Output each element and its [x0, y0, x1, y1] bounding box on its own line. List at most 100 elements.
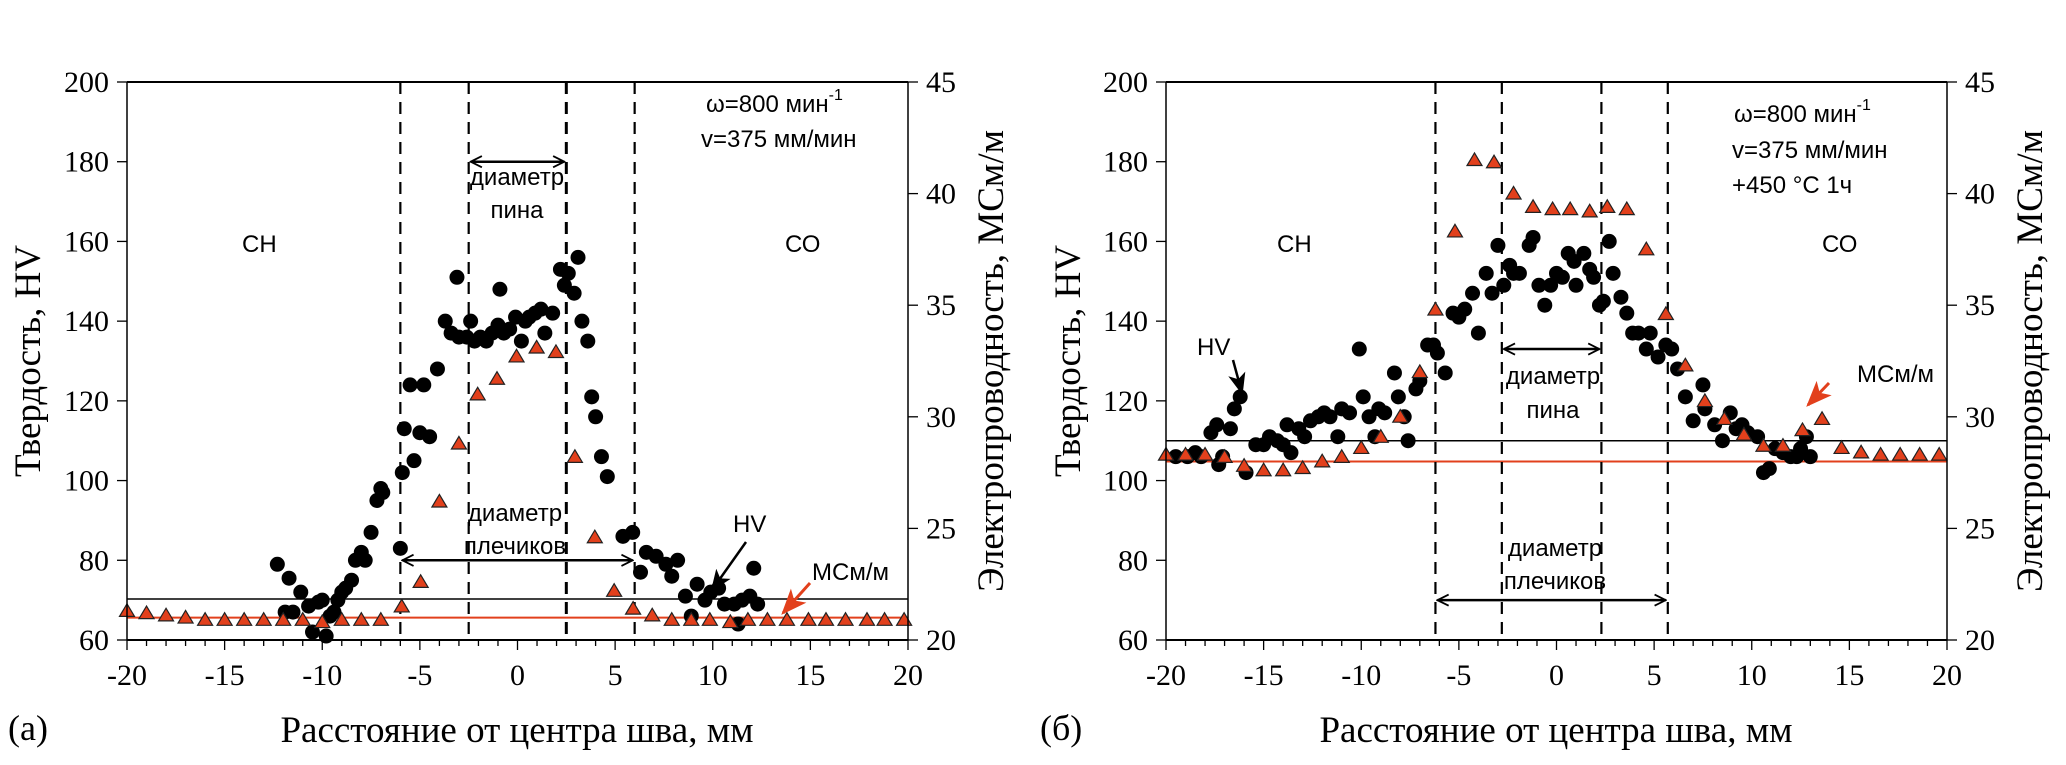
conductivity-data-point [1485, 153, 1503, 169]
hv-data-point [281, 570, 297, 586]
zone-left-label: СН [242, 231, 277, 258]
y2-tick-label: 25 [1965, 512, 1995, 545]
hv-pointer-arrow [1228, 359, 1246, 396]
conductivity-data-point [1255, 461, 1273, 477]
hv-data-point [633, 564, 649, 580]
conductivity-data-point [274, 611, 292, 626]
pin-label-line2: пина [490, 197, 544, 224]
hv-data-point [580, 333, 596, 349]
hv-data-point [1761, 461, 1777, 477]
ms-pointer-arrow [1806, 380, 1832, 407]
hv-data-point [304, 624, 320, 640]
hv-data-point [357, 552, 373, 568]
hv-data-point [689, 576, 705, 592]
hv-data-point [545, 305, 561, 321]
x-tick-label: 5 [1647, 659, 1662, 692]
x-tick-label: 0 [510, 659, 525, 692]
hv-data-point [1330, 429, 1346, 445]
zone-right-label: СО [785, 231, 820, 258]
x-axis-title-a: Расстояние от центра шва, мм [280, 710, 753, 751]
hv-data-point [1664, 341, 1680, 357]
hv-data-point [326, 604, 342, 620]
param-omega-exp: -1 [1857, 97, 1871, 114]
hv-data-point [1279, 417, 1295, 433]
x-tick-label: 15 [1834, 659, 1864, 692]
y-tick-label: 160 [1103, 225, 1148, 258]
hv-data-point [1496, 277, 1512, 293]
panel-label-b: (б) [1040, 708, 1082, 748]
conductivity-data-point [1754, 437, 1773, 452]
conductivity-data-point [216, 611, 234, 626]
hv-data-point [1226, 401, 1242, 417]
x-axis-title-b: Расстояние от центра шва, мм [1319, 710, 1792, 751]
hv-data-point [492, 281, 508, 297]
conductivity-data-point [1774, 437, 1792, 452]
conductivity-data-point [1333, 448, 1351, 463]
hv-data-point [1613, 289, 1629, 305]
hv-data-point [392, 540, 408, 556]
param-omega-exp: -1 [829, 87, 843, 104]
y-tick-label: 140 [1103, 305, 1148, 338]
conductivity-data-point [1696, 392, 1714, 408]
y2-tick-label: 20 [1965, 624, 1995, 657]
conductivity-data-point [157, 607, 175, 622]
conductivity-data-point [507, 348, 526, 363]
pin-label-line1: диаметр [1506, 363, 1600, 390]
hv-data-point [1342, 405, 1358, 421]
conductivity-data-point [817, 611, 835, 626]
hv-data-point [502, 321, 518, 337]
conductivity-data-point [1657, 305, 1675, 321]
hv-data-point [599, 469, 615, 485]
x-tick-label: -10 [302, 659, 342, 692]
conductivity-data-point [758, 611, 776, 626]
hv-data-point [437, 313, 453, 329]
ms-label: МСм/м [1857, 361, 1934, 388]
y2-tick-label: 35 [1965, 289, 1995, 322]
hv-label: HV [1197, 334, 1230, 361]
hv-data-point [1554, 269, 1570, 285]
conductivity-data-point [430, 493, 448, 508]
hv-data-point [1750, 429, 1766, 445]
hv-data-point [1283, 445, 1299, 461]
hv-data-point [1537, 297, 1553, 313]
hv-data-point [593, 449, 609, 465]
conductivity-data-point [469, 386, 487, 401]
hv-data-point [1457, 301, 1473, 317]
conductivity-data-point [1891, 446, 1909, 461]
hv-data-point [1465, 285, 1481, 301]
conductivity-data-point [488, 370, 506, 385]
zone-left-label: СН [1277, 231, 1312, 258]
y-tick-label: 60 [79, 624, 109, 657]
zone-right-label: СО [1822, 231, 1857, 258]
hv-data-point [1400, 433, 1416, 449]
conductivity-data-point [1735, 426, 1753, 441]
y-axis-title-a: Твердость, HV [8, 245, 49, 477]
conductivity-data-point [372, 611, 390, 626]
hv-data-point [1714, 433, 1730, 449]
param-omega-text: ω=800 мин [1734, 101, 1857, 128]
conductivity-data-point [1426, 301, 1445, 316]
hv-data-point [1478, 265, 1494, 281]
hv-data-point [560, 265, 576, 281]
conductivity-data-point [1524, 198, 1542, 213]
hv-data-point [670, 552, 686, 568]
hv-data-point [363, 524, 379, 540]
shoulder-label-line1: диаметр [468, 500, 562, 527]
hv-data-point [1531, 277, 1547, 293]
y2-axis-title-a: Электропроводность, МСм/м [971, 130, 1012, 592]
shoulder-label-line2: плечиков [1504, 568, 1606, 595]
x-tick-label: -15 [205, 659, 245, 692]
x-tick-label: 5 [608, 659, 623, 692]
hv-data-point [1232, 389, 1248, 405]
conductivity-data-point [412, 573, 430, 588]
conductivity-data-point [1813, 410, 1831, 426]
param-omega: ω=800 мин-1 [706, 87, 843, 118]
ms-pointer-arrow [781, 581, 812, 615]
x-tick-label: 10 [698, 659, 728, 692]
hv-data-point [746, 560, 762, 576]
y2-axis-title-b: Электропроводность, МСм/м [2010, 130, 2051, 592]
hv-data-point [1677, 389, 1693, 405]
conductivity-data-point [1544, 200, 1562, 216]
conductivity-data-point [137, 604, 156, 620]
conductivity-data-point [294, 611, 312, 626]
